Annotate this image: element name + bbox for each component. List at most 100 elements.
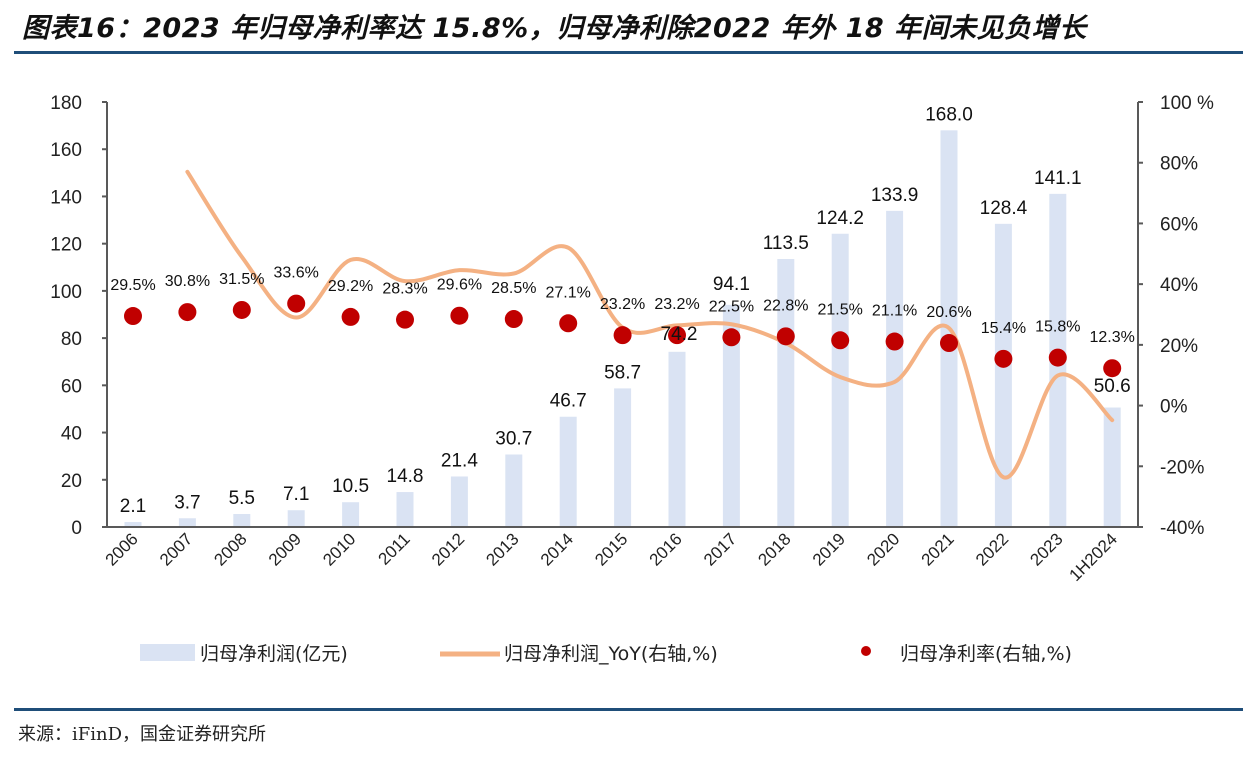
margin-label-2014: 27.1% xyxy=(546,284,591,301)
margin-label-2023: 15.8% xyxy=(1035,319,1080,336)
left-tick-label: 40 xyxy=(61,424,82,445)
margin-dot-2018 xyxy=(776,327,795,346)
legend: 归母净利润(亿元) 归母净利润_YoY(右轴,%) 归母净利率(右轴,%) xyxy=(140,643,1072,665)
margin-dot-2021 xyxy=(940,334,958,353)
margin-dot-2016 xyxy=(668,326,686,345)
left-tick-label: 160 xyxy=(50,140,82,161)
bar-label-2009: 7.1 xyxy=(283,484,309,505)
yoy-line xyxy=(185,169,1115,480)
margin-label-2019: 21.5% xyxy=(818,301,863,318)
bar-2013 xyxy=(505,454,523,527)
bar-series xyxy=(124,130,1121,528)
bar-label-2023: 141.1 xyxy=(1034,168,1082,189)
left-tick-label: 80 xyxy=(61,329,82,350)
margin-dot-2008 xyxy=(232,300,251,319)
margin-label-1H2024: 12.3% xyxy=(1090,329,1135,346)
x-tick-2011: 2011 xyxy=(375,529,414,568)
x-tick-2017: 2017 xyxy=(700,529,740,569)
legend-dot-swatch xyxy=(861,646,871,656)
x-tick-2023: 2023 xyxy=(1026,529,1066,569)
yoy-line-series xyxy=(185,169,1115,480)
left-tick-label: 140 xyxy=(50,187,82,208)
bar-label-2019: 124.2 xyxy=(816,208,864,229)
margin-dot-2010 xyxy=(341,307,360,326)
x-tick-1H2024: 1H2024 xyxy=(1065,529,1121,585)
margin-dot-2007 xyxy=(178,303,197,322)
margin-dot-2022 xyxy=(994,349,1013,368)
x-tick-2021: 2021 xyxy=(918,529,958,569)
right-tick-label: 0% xyxy=(1160,397,1188,418)
left-tick-label: 120 xyxy=(50,235,82,256)
right-tick-label: 60% xyxy=(1160,214,1198,235)
bar-label-2021: 168.0 xyxy=(925,104,973,125)
bar-2017 xyxy=(722,304,740,527)
x-tick-2010: 2010 xyxy=(319,529,359,569)
x-tick-2009: 2009 xyxy=(265,529,305,569)
bar-label-2008: 5.5 xyxy=(229,488,255,509)
x-tick-2013: 2013 xyxy=(482,529,522,569)
margin-label-2021: 20.6% xyxy=(926,304,971,321)
margin-label-2010: 29.2% xyxy=(328,278,373,295)
right-tick-label: -40% xyxy=(1160,518,1204,539)
legend-bar-swatch xyxy=(140,644,195,661)
margin-dot-2009 xyxy=(287,294,306,313)
bar-2010 xyxy=(342,502,360,527)
net-margin-series xyxy=(124,294,1122,378)
margin-label-2007: 30.8% xyxy=(165,273,210,290)
bar-2007 xyxy=(178,518,196,527)
bar-label-2014: 46.7 xyxy=(550,391,587,412)
margin-label-2015: 23.2% xyxy=(600,296,645,313)
margin-label-2022: 15.4% xyxy=(981,320,1026,337)
bar-2016 xyxy=(668,351,686,527)
x-tick-labels: 2006 2007 2008 2009 2010 2011 2012 2013 2014 2015… xyxy=(102,529,1121,585)
right-tick-label: 40% xyxy=(1160,275,1198,296)
bar-2006 xyxy=(124,522,142,527)
margin-dot-2019 xyxy=(831,331,850,350)
bar-label-2007: 3.7 xyxy=(174,492,200,513)
bar-label-2011: 14.8 xyxy=(387,466,424,487)
x-tick-2007: 2007 xyxy=(156,529,196,569)
margin-label-2020: 21.1% xyxy=(872,303,917,320)
margin-label-2008: 31.5% xyxy=(219,271,264,288)
margin-data-labels: 29.5% 30.8% 31.5% 33.6% 29.2% 28.3% 29.6% 28.5%… xyxy=(110,265,1135,347)
margin-label-2011: 28.3% xyxy=(382,281,427,298)
bar-2022 xyxy=(994,223,1012,528)
margin-dot-1H2024 xyxy=(1103,359,1122,378)
x-tick-2020: 2020 xyxy=(863,529,903,569)
margin-dot-2023 xyxy=(1048,348,1067,367)
x-tick-2016: 2016 xyxy=(646,529,686,569)
margin-dot-2006 xyxy=(124,307,142,326)
right-tick-label: -20% xyxy=(1160,457,1204,478)
margin-label-2009: 33.6% xyxy=(274,265,319,282)
bar-label-1H2024: 50.6 xyxy=(1094,376,1131,397)
bar-2008 xyxy=(233,514,251,527)
bar-label-2016: 74.2 xyxy=(661,324,698,345)
x-tick-2008: 2008 xyxy=(210,529,250,569)
bar-2015 xyxy=(614,388,632,527)
bar-2009 xyxy=(287,510,305,527)
right-tick-label: 100 % xyxy=(1160,93,1214,114)
right-tick-label: 80% xyxy=(1160,154,1198,175)
bar-label-2010: 10.5 xyxy=(332,476,369,497)
source-note: 来源：iFinD，国金证券研究所 xyxy=(18,724,267,745)
bar-label-2006: 2.1 xyxy=(120,496,146,517)
x-tick-2012: 2012 xyxy=(428,529,468,569)
left-tick-label: 100 xyxy=(50,282,82,303)
legend-line-label: 归母净利润_YoY(右轴,%) xyxy=(504,643,718,665)
bar-2020 xyxy=(886,210,904,527)
bar-label-2020: 133.9 xyxy=(871,185,919,206)
left-tick-label: 20 xyxy=(61,471,82,492)
x-tick-2018: 2018 xyxy=(754,529,794,569)
x-tick-2014: 2014 xyxy=(537,529,577,569)
bar-label-2022: 128.4 xyxy=(980,198,1028,219)
x-tick-2019: 2019 xyxy=(809,529,849,569)
bar-label-2013: 30.7 xyxy=(495,429,532,450)
bar-label-2015: 58.7 xyxy=(604,362,641,383)
bar-label-2012: 21.4 xyxy=(441,450,478,471)
margin-label-2017: 22.5% xyxy=(709,298,754,315)
axes: 0 20 40 60 80 100 120 140 160 180 -40% -20% 0% 20% 40%… xyxy=(50,93,1214,539)
margin-label-2016: 23.2% xyxy=(654,296,699,313)
bar-2012 xyxy=(450,476,468,527)
margin-label-2013: 28.5% xyxy=(491,280,536,297)
margin-dot-2017 xyxy=(722,328,741,347)
